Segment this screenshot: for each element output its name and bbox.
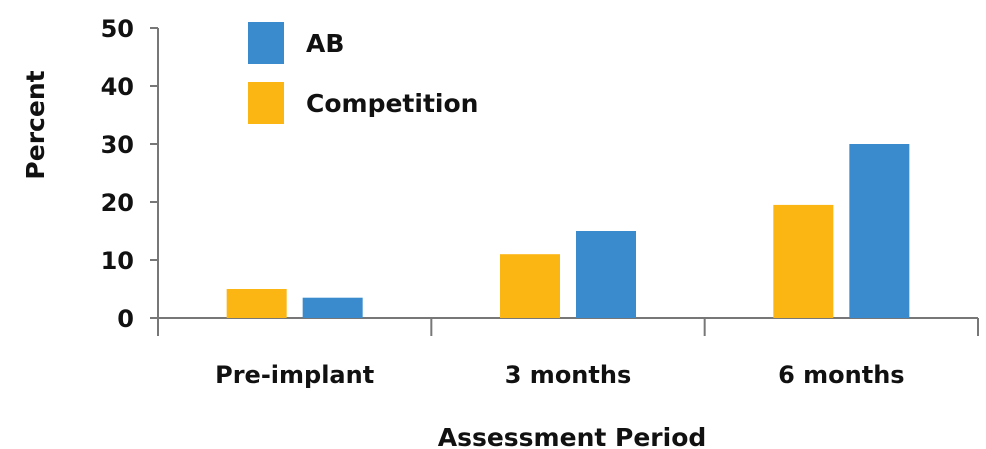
legend-swatch	[248, 82, 284, 124]
bar-ab	[849, 144, 910, 318]
y-tick-label: 40	[101, 73, 134, 101]
x-axis-title: Assessment Period	[438, 423, 707, 449]
y-tick-label: 10	[101, 247, 134, 275]
bar-competition	[773, 204, 834, 318]
bar-ab	[576, 231, 636, 318]
x-axis: Pre-implant 3 months 6 months	[157, 317, 979, 389]
y-tick-label: 0	[117, 305, 134, 333]
bar-competition	[500, 254, 560, 318]
bars	[226, 144, 910, 318]
legend-label: AB	[306, 29, 344, 58]
y-axis-title: Percent	[21, 70, 50, 179]
y-axis: 0 10 20 30 40 50	[101, 15, 159, 333]
x-tick-label: 3 months	[505, 361, 631, 389]
y-tick-label: 30	[101, 131, 134, 159]
legend: AB Competition	[248, 22, 478, 124]
legend-label: Competition	[306, 89, 478, 118]
x-tick-label: Pre-implant	[215, 361, 374, 389]
x-tick-label: 6 months	[778, 361, 904, 389]
y-tick-label: 20	[101, 189, 134, 217]
bar-ab	[302, 297, 363, 318]
bar-competition	[226, 289, 287, 318]
legend-swatch	[248, 22, 284, 64]
y-tick-label: 50	[101, 15, 134, 43]
